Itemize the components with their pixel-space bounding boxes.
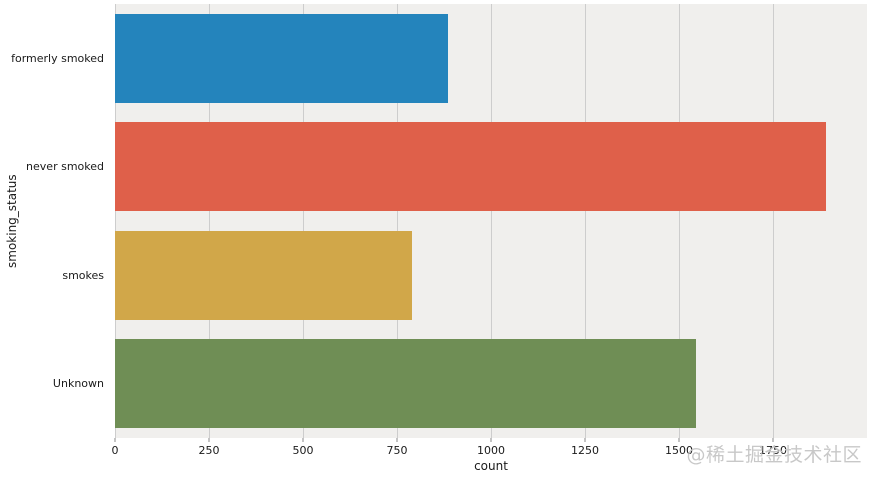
x-tick-mark — [678, 438, 680, 442]
gridline — [209, 4, 210, 438]
x-tick-mark — [396, 438, 398, 442]
plot-area — [115, 4, 867, 438]
gridline — [303, 4, 304, 438]
x-tick-mark — [772, 438, 774, 442]
bar-row — [115, 330, 867, 439]
gridline — [491, 4, 492, 438]
x-tick-mark — [490, 438, 492, 442]
y-tick-label: never smoked — [26, 160, 104, 174]
bar-row — [115, 221, 867, 330]
x-tick-mark — [302, 438, 304, 442]
x-tick-label: 1500 — [665, 444, 693, 457]
x-tick-label: 1000 — [477, 444, 505, 457]
bar-unknown — [115, 339, 696, 429]
x-tick-mark — [584, 438, 586, 442]
x-axis-ticks: 0 250 500 750 1000 1250 1500 1750 — [111, 438, 867, 460]
x-tick-label: 750 — [386, 444, 408, 457]
x-tick-label: 250 — [198, 444, 220, 457]
watermark: @稀土掘金技术社区 — [686, 444, 862, 466]
y-tick-label: smokes — [62, 268, 104, 282]
gridline — [397, 4, 398, 438]
bar-row — [115, 4, 867, 113]
x-axis-label: count — [474, 459, 508, 473]
bar-rows — [115, 4, 867, 438]
x-tick-mark — [114, 438, 116, 442]
x-tick-label: 0 — [111, 444, 119, 457]
y-tick-label: Unknown — [52, 377, 104, 391]
x-tick-label: 1250 — [571, 444, 599, 457]
x-tick-mark — [208, 438, 210, 442]
bar-formerly-smoked — [115, 13, 448, 103]
gridline — [679, 4, 680, 438]
bar-never-smoked — [115, 122, 827, 212]
x-tick-label: 500 — [292, 444, 314, 457]
bar-smokes — [115, 230, 412, 320]
bar-row — [115, 113, 867, 222]
x-tick-label: 1750 — [759, 444, 787, 457]
gridline — [585, 4, 586, 438]
gridline — [115, 4, 116, 438]
y-tick-labels: formerly smoked never smoked smokes Unknown — [0, 4, 110, 438]
gridline — [773, 4, 774, 438]
y-tick-label: formerly smoked — [11, 51, 104, 65]
